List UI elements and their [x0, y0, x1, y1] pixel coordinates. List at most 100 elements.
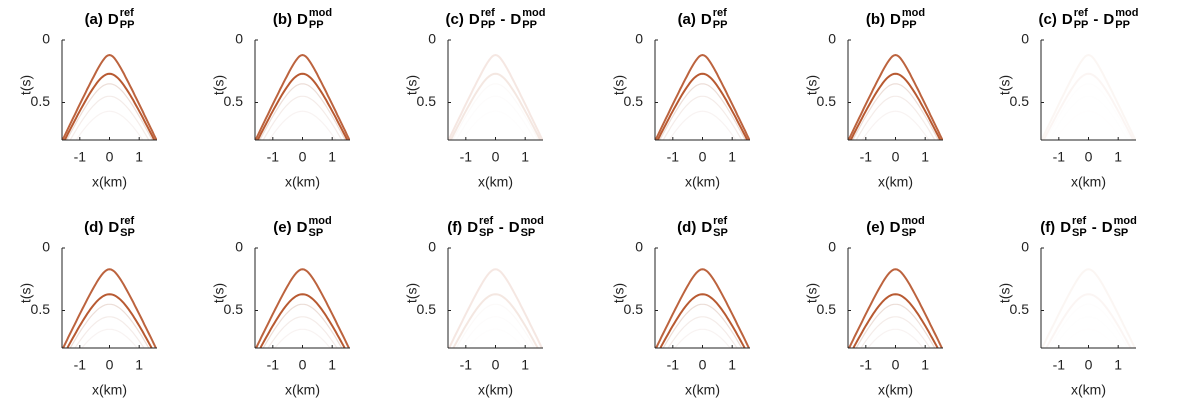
- event: [274, 328, 331, 348]
- event: [256, 72, 349, 140]
- x-tick-label: 1: [328, 357, 336, 373]
- y-tick-label: 0.5: [624, 301, 644, 317]
- x-tick-label: 0: [1085, 357, 1093, 373]
- seismic-image: [848, 268, 943, 348]
- event: [452, 83, 539, 140]
- event: [667, 316, 738, 348]
- event: [655, 53, 750, 140]
- x-tick-label: 1: [135, 357, 143, 373]
- event: [259, 83, 346, 140]
- x-axis-label: x(km): [285, 382, 320, 398]
- x-tick-label: -1: [667, 149, 680, 165]
- x-tick-label: 1: [521, 149, 529, 165]
- seismic-image: [62, 268, 157, 348]
- y-tick-label: 0: [1021, 31, 1029, 47]
- x-tick-label: 0: [699, 149, 707, 165]
- x-tick-label: -1: [460, 357, 473, 373]
- event: [855, 303, 936, 348]
- event: [861, 110, 930, 140]
- title-sup: ref: [1072, 215, 1086, 227]
- y-tick-label: 0: [428, 239, 436, 255]
- title-base: D: [509, 219, 520, 236]
- title-label: (e): [866, 219, 884, 236]
- x-axis-label: x(km): [478, 382, 513, 398]
- title-sub: SP: [901, 227, 916, 239]
- x-tick-label: 1: [1114, 149, 1122, 165]
- event: [66, 293, 153, 348]
- event: [1041, 268, 1136, 348]
- y-tick-label: 0: [1021, 239, 1029, 255]
- x-tick-label: 0: [892, 149, 900, 165]
- title-base: D: [1103, 11, 1114, 28]
- y-tick-label: 0.5: [31, 301, 51, 317]
- title-sup: ref: [713, 7, 727, 19]
- event: [62, 53, 157, 140]
- x-tick-label: -1: [267, 149, 280, 165]
- title-sup: ref: [120, 7, 134, 19]
- seismic-image: [1041, 53, 1136, 140]
- title-sup: ref: [479, 215, 493, 227]
- event: [659, 293, 746, 348]
- x-tick-label: -1: [267, 357, 280, 373]
- event: [255, 53, 350, 140]
- seismic-image: [655, 53, 750, 140]
- title-sub: PP: [1115, 19, 1130, 31]
- x-tick-label: -1: [1053, 149, 1066, 165]
- x-tick-label: 0: [492, 357, 500, 373]
- x-tick-label: -1: [74, 357, 87, 373]
- y-axis-label: t(s): [404, 283, 420, 303]
- title-sub: SP: [120, 227, 135, 239]
- x-tick-label: 0: [1085, 149, 1093, 165]
- event: [668, 110, 737, 140]
- title-base: D: [510, 11, 521, 28]
- x-tick-label: 0: [106, 357, 114, 373]
- title-sub: PP: [522, 19, 537, 31]
- title-label: (f): [447, 219, 462, 236]
- y-tick-label: 0.5: [1010, 93, 1030, 109]
- title-base: D: [1062, 11, 1073, 28]
- event: [66, 83, 153, 140]
- event: [662, 95, 743, 140]
- y-tick-label: 0.5: [31, 93, 51, 109]
- seismic-image: [1041, 268, 1136, 348]
- title-base: D: [297, 219, 308, 236]
- seismic-image: [848, 53, 943, 140]
- y-tick-label: 0: [635, 31, 643, 47]
- title-sub: SP: [521, 227, 536, 239]
- event: [75, 110, 144, 140]
- title-sub: SP: [1072, 227, 1087, 239]
- seismic-image: [655, 268, 750, 348]
- event: [267, 316, 338, 348]
- y-axis-label: t(s): [211, 75, 227, 95]
- x-tick-label: 1: [921, 149, 929, 165]
- x-axis-label: x(km): [478, 174, 513, 190]
- event: [674, 328, 731, 348]
- y-tick-label: 0.5: [624, 93, 644, 109]
- x-tick-label: -1: [667, 357, 680, 373]
- title-base: D: [1060, 219, 1071, 236]
- x-tick-label: 1: [1114, 357, 1122, 373]
- y-tick-label: 0.5: [1010, 301, 1030, 317]
- x-tick-label: 0: [892, 357, 900, 373]
- title-base: D: [108, 219, 119, 236]
- title-label: (c): [446, 11, 464, 28]
- title-label: (c): [1039, 11, 1057, 28]
- title-sub: SP: [1114, 227, 1129, 239]
- event: [63, 72, 156, 140]
- event: [452, 293, 539, 348]
- title-label: (f): [1040, 219, 1055, 236]
